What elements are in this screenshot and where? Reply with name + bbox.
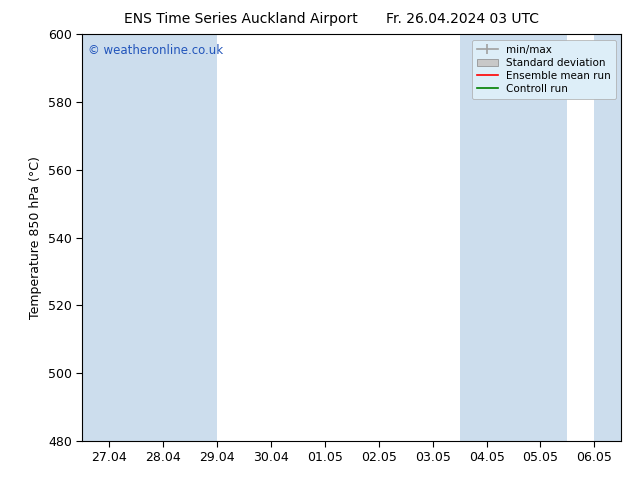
- Legend: min/max, Standard deviation, Ensemble mean run, Controll run: min/max, Standard deviation, Ensemble me…: [472, 40, 616, 99]
- Text: ENS Time Series Auckland Airport: ENS Time Series Auckland Airport: [124, 12, 358, 26]
- Text: Fr. 26.04.2024 03 UTC: Fr. 26.04.2024 03 UTC: [386, 12, 540, 26]
- Bar: [460, 34, 514, 441]
- Bar: [82, 34, 217, 441]
- Bar: [595, 34, 621, 441]
- Bar: [514, 34, 567, 441]
- Text: © weatheronline.co.uk: © weatheronline.co.uk: [87, 45, 223, 57]
- Y-axis label: Temperature 850 hPa (°C): Temperature 850 hPa (°C): [29, 156, 42, 319]
